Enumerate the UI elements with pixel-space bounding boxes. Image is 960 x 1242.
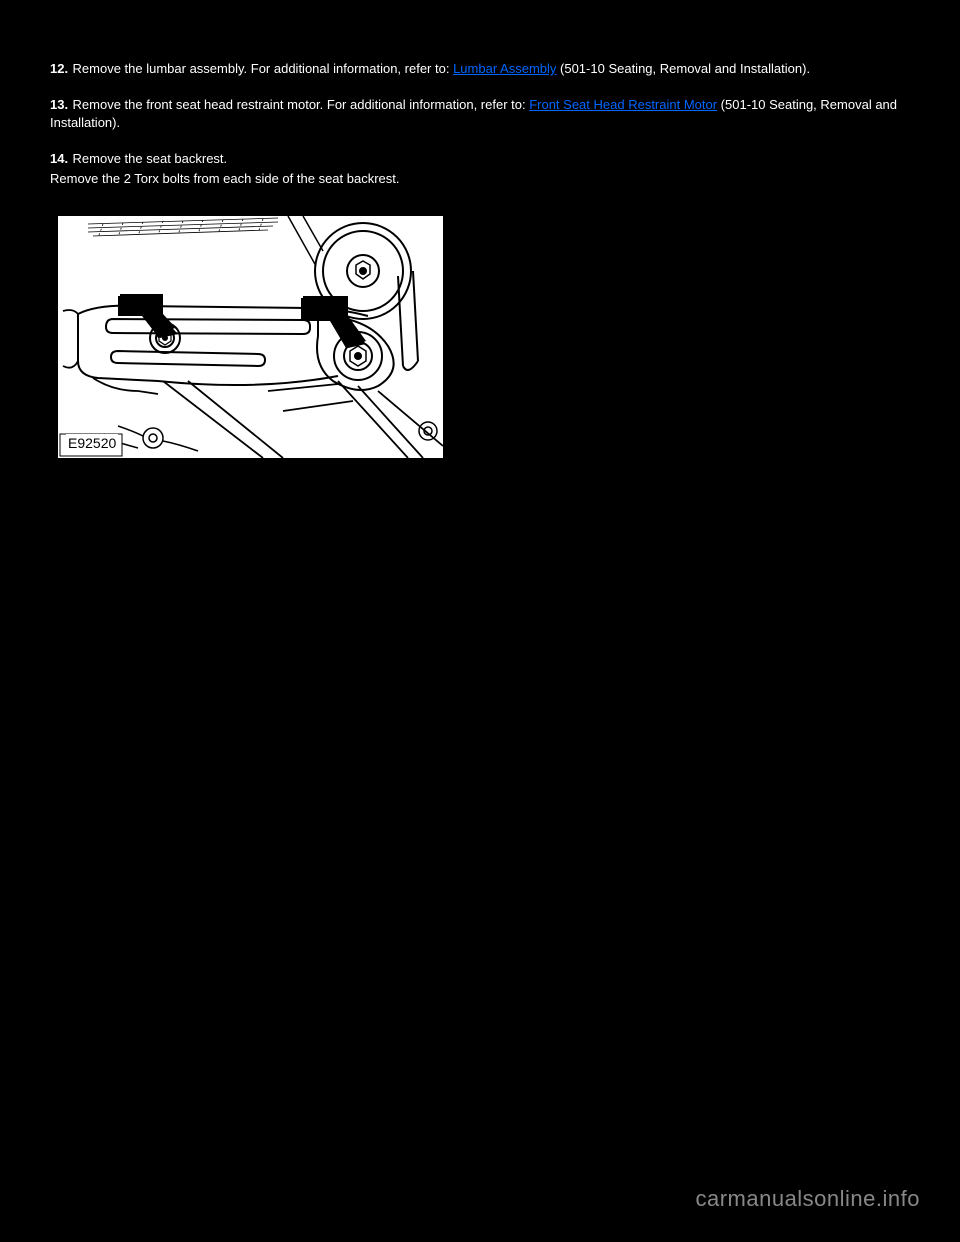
step-number: 12. <box>50 61 68 76</box>
diagram-svg <box>58 216 443 458</box>
step-text-after: (501-10 Seating, Removal and Installatio… <box>556 61 810 76</box>
technical-diagram: E92520 <box>58 216 443 458</box>
step-text: Remove the front seat head restraint mot… <box>73 97 530 112</box>
step-text: Remove the seat backrest. <box>73 151 228 166</box>
diagram-container: E92520 <box>58 216 910 458</box>
step-14: 14. Remove the seat backrest. Remove the… <box>50 150 910 186</box>
watermark: carmanualsonline.info <box>695 1186 920 1212</box>
step-number: 14. <box>50 151 68 166</box>
step-12: 12. Remove the lumbar assembly. For addi… <box>50 60 910 78</box>
page-content: 12. Remove the lumbar assembly. For addi… <box>0 0 960 518</box>
diagram-label: E92520 <box>66 434 118 452</box>
link-lumbar-assembly[interactable]: Lumbar Assembly <box>453 61 556 76</box>
step-13: 13. Remove the front seat head restraint… <box>50 96 910 132</box>
step-text: Remove the lumbar assembly. For addition… <box>73 61 454 76</box>
link-head-restraint-motor[interactable]: Front Seat Head Restraint Motor <box>529 97 717 112</box>
step-number: 13. <box>50 97 68 112</box>
step-subtext: Remove the 2 Torx bolts from each side o… <box>50 171 910 186</box>
